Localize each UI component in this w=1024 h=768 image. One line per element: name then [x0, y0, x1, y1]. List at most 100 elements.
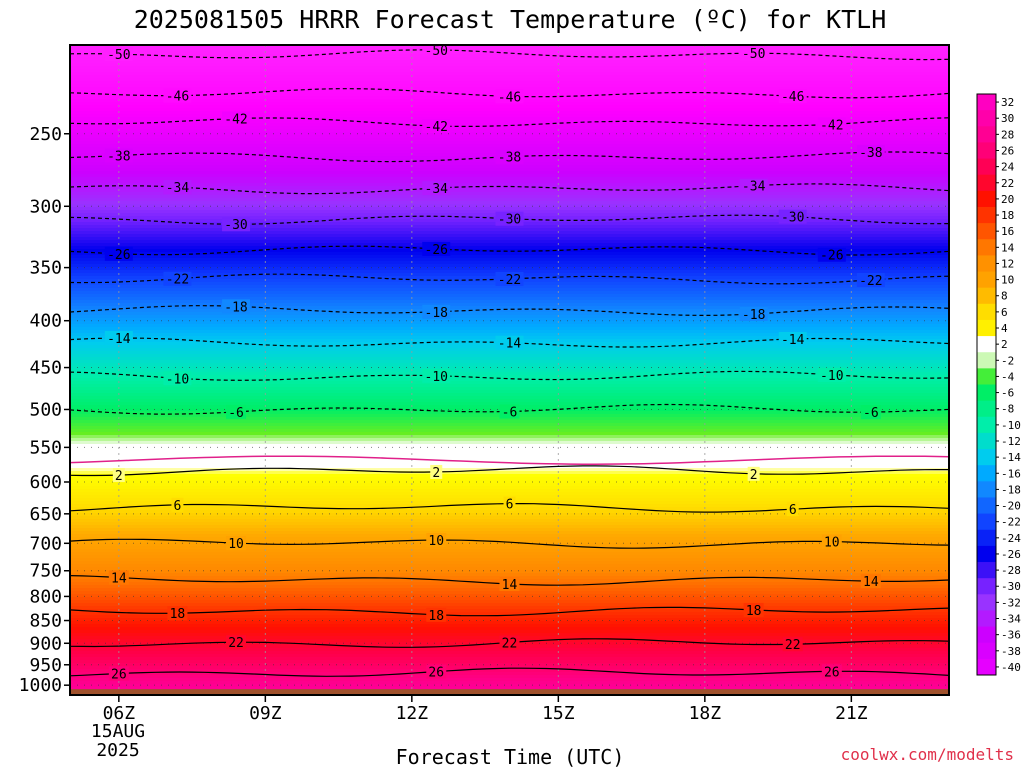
temperature-band — [70, 354, 949, 358]
contour-label-bg — [821, 664, 842, 679]
y-tick-label: 550 — [29, 437, 62, 458]
contour-label-bg — [817, 117, 846, 132]
temperature-band — [70, 237, 949, 241]
contour-label: -42 — [820, 118, 843, 133]
temperature-band — [70, 612, 949, 616]
contour-label: -50 — [425, 44, 448, 59]
colorbar-label: 32 — [1001, 96, 1014, 109]
temperature-band — [70, 123, 949, 127]
temperature-band — [70, 291, 949, 295]
temperature-band — [70, 48, 949, 52]
colorbar-swatch — [977, 465, 996, 482]
contour-label: 18 — [746, 604, 762, 619]
temperature-band — [70, 321, 949, 325]
contour-label: -14 — [498, 337, 522, 352]
contour-label: -26 — [107, 248, 130, 263]
colorbar-swatch — [977, 271, 996, 289]
temperature-band — [70, 426, 949, 430]
temperature-band — [70, 549, 949, 553]
contour-label-bg — [743, 602, 764, 617]
contour-label-bg — [495, 149, 524, 164]
temperature-band — [70, 72, 949, 76]
contour-label-bg — [503, 496, 516, 511]
colorbar-label: 8 — [1001, 290, 1008, 303]
date-day-label: 15AUG — [91, 721, 145, 742]
contour-label: -42 — [224, 113, 247, 128]
temperature-band — [70, 378, 949, 382]
colorbar-swatch — [977, 658, 996, 676]
colorbar-swatch — [977, 303, 996, 321]
temperature-band — [70, 546, 949, 550]
temperature-band — [70, 531, 949, 535]
temperature-band — [70, 621, 949, 625]
contour-label-bg — [821, 534, 842, 549]
temperature-band — [70, 138, 949, 142]
temperature-band — [70, 120, 949, 124]
temperature-band — [70, 513, 949, 517]
temperature-band — [70, 111, 949, 115]
colorbar-swatch — [977, 416, 996, 434]
temperature-band — [70, 327, 949, 331]
temperature-band — [70, 315, 949, 319]
contour-label-bg — [104, 47, 133, 62]
contour-label-bg — [163, 371, 192, 386]
colorbar-label: 16 — [1001, 225, 1014, 238]
temperature-band — [70, 396, 949, 400]
y-tick-label: 600 — [29, 472, 62, 493]
temperature-band — [70, 108, 949, 112]
contour-label: 6 — [506, 498, 514, 513]
temperature-band — [70, 162, 949, 166]
contour-label: 26 — [824, 665, 840, 680]
temperature-band — [70, 510, 949, 514]
contour-label: 2 — [432, 466, 440, 481]
colorbar-swatch — [977, 578, 996, 595]
temperature-band — [70, 132, 949, 136]
contour-label-bg — [860, 405, 881, 420]
temperature-band — [70, 519, 949, 523]
contour-label-bg — [426, 664, 447, 679]
contour-label: 10 — [428, 534, 444, 549]
temperature-band — [70, 180, 949, 184]
contour-label-bg — [163, 88, 192, 103]
temperature-band — [70, 357, 949, 361]
temperature-band — [70, 573, 949, 577]
temperature-band — [70, 654, 949, 658]
temperature-band — [70, 234, 949, 238]
colorbar-swatch — [977, 174, 996, 192]
temperature-band — [70, 261, 949, 265]
credit-text: coolwx.com/modelts — [841, 745, 1014, 764]
temperature-band — [70, 147, 949, 151]
contour-label: 22 — [502, 636, 518, 651]
colorbar-label: -12 — [1001, 435, 1021, 448]
colorbar-label: -14 — [1001, 451, 1021, 464]
temperature-band — [70, 381, 949, 385]
temperature-band — [70, 468, 949, 472]
contour-label: -14 — [107, 332, 131, 347]
temperature-band — [70, 60, 949, 64]
temperature-band — [70, 129, 949, 133]
temperature-band — [70, 543, 949, 547]
temperature-band — [70, 453, 949, 457]
contour-label-bg — [108, 666, 129, 681]
temperature-band — [70, 423, 949, 427]
contour-label-bg — [499, 635, 520, 650]
colorbar-swatch — [977, 626, 996, 644]
y-tick-label: 500 — [29, 399, 62, 420]
colorbar-label: -4 — [1001, 370, 1015, 383]
temperature-band — [70, 87, 949, 91]
chart-title: 2025081505 HRRR Forecast Temperature (ºC… — [134, 5, 887, 34]
contour-label: -6 — [502, 406, 518, 421]
temperature-band — [70, 591, 949, 595]
temperature-band — [70, 594, 949, 598]
temperature-band — [70, 243, 949, 247]
temperature-band — [70, 78, 949, 82]
temperature-band — [70, 45, 949, 49]
temperature-band — [70, 558, 949, 562]
colorbar-label: -30 — [1001, 580, 1021, 593]
contour-label-bg — [495, 271, 524, 286]
y-tick-label: 450 — [29, 358, 62, 379]
contour-label: -34 — [742, 180, 766, 195]
contour-label-bg — [163, 271, 192, 286]
contour-label-bg — [499, 404, 520, 419]
